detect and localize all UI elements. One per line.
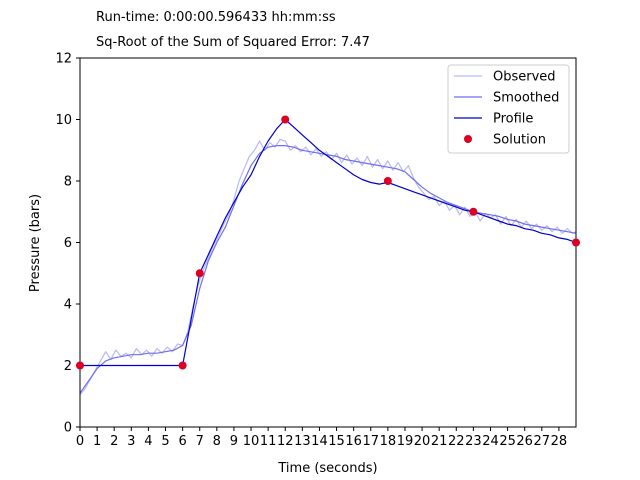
x-axis-label: Time (seconds) [277, 461, 377, 476]
x-tick-label: 28 [551, 434, 568, 449]
x-tick-label: 3 [127, 434, 135, 449]
y-tick-label: 4 [64, 298, 72, 313]
y-axis-label: Pressure (bars) [28, 194, 43, 292]
x-tick-label: 10 [243, 434, 260, 449]
x-tick-label: 22 [448, 434, 465, 449]
legend-label-profile: Profile [493, 112, 533, 127]
solution-point-4 [383, 177, 392, 185]
y-tick-label: 6 [64, 236, 72, 251]
x-tick-label: 13 [294, 434, 311, 449]
x-tick-label: 26 [516, 434, 533, 449]
x-tick-label: 0 [76, 434, 84, 449]
x-tick-label: 6 [178, 434, 186, 449]
y-tick-label: 0 [64, 421, 72, 436]
x-tick-label: 25 [499, 434, 516, 449]
x-tick-label: 1 [93, 434, 101, 449]
y-tick-label: 8 [64, 175, 72, 190]
x-tick-label: 17 [362, 434, 379, 449]
x-tick-label: 12 [277, 434, 294, 449]
x-tick-label: 11 [260, 434, 277, 449]
series-layer [80, 118, 576, 396]
x-tick-label: 18 [380, 434, 397, 449]
x-tick-label: 9 [230, 434, 238, 449]
error-label: Sq-Root of the Sum of Squared Error: 7.4… [96, 35, 370, 50]
solution-point-6 [572, 238, 580, 247]
solution-point-3 [281, 115, 290, 124]
x-tick-label: 16 [345, 434, 362, 449]
runtime-label: Run-time: 0:00:00.596433 hh:mm:ss [96, 10, 336, 25]
x-tick-label: 27 [534, 434, 551, 449]
legend-label-observed: Observed [493, 70, 556, 85]
solution-point-0 [76, 361, 84, 370]
x-tick-label: 24 [482, 434, 499, 449]
x-tick-label: 21 [431, 434, 448, 449]
solution-point-2 [195, 269, 204, 278]
x-tick-label: 14 [311, 434, 328, 449]
x-tick-label: 7 [196, 434, 204, 449]
y-tick-label: 10 [55, 113, 72, 128]
ticks-layer: 0 1 2 3 4 5 6 7 8 9 10 11 12 13 14 15 16 17 18 19 20 21 22 23 24… [55, 52, 567, 450]
x-tick-label: 15 [328, 434, 345, 449]
legend-label-smoothed: Smoothed [493, 91, 559, 106]
legend-label-solution: Solution [493, 133, 546, 148]
x-tick-label: 8 [213, 434, 221, 449]
observed-line [80, 138, 576, 396]
legend: Observed Smoothed Profile Solution [447, 64, 570, 154]
x-tick-label: 5 [161, 434, 169, 449]
solution-point-1 [178, 361, 187, 370]
x-tick-label: 20 [414, 434, 431, 449]
x-tick-label: 2 [110, 434, 118, 449]
x-tick-label: 23 [465, 434, 482, 449]
x-tick-label: 4 [144, 434, 152, 449]
y-tick-label: 12 [55, 52, 72, 67]
smoothed-line [80, 145, 576, 394]
x-tick-label: 19 [397, 434, 414, 449]
profile-line [80, 118, 576, 367]
y-tick-label: 2 [64, 359, 72, 374]
legend-swatch-solution [464, 135, 472, 143]
legend-box [447, 64, 570, 154]
solution-point-5 [469, 207, 478, 216]
